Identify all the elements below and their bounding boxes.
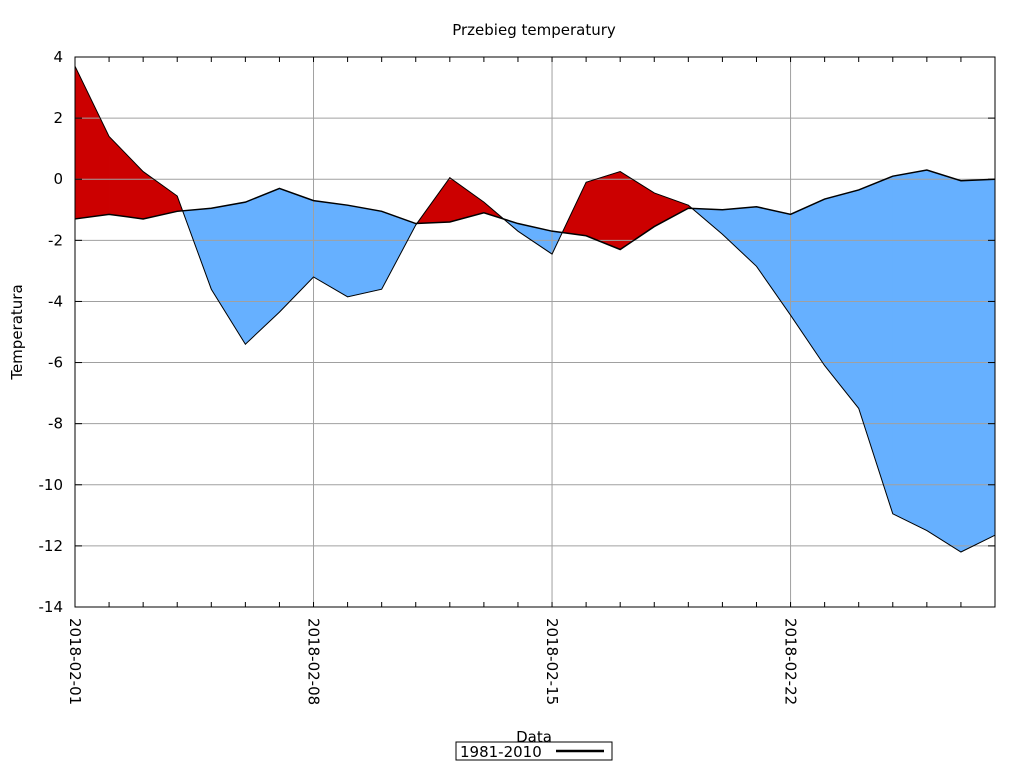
- fill-segment: [824, 189, 860, 410]
- y-tick-label: -6: [48, 354, 63, 372]
- fill-segment: [653, 192, 689, 228]
- line-layer: [74, 65, 996, 553]
- x-tick-label: 2018-02-15: [543, 618, 561, 705]
- fill-segment: [892, 169, 928, 532]
- fill-segment: [926, 169, 962, 553]
- fill-segment: [347, 204, 382, 298]
- y-tick-label: -2: [48, 231, 63, 249]
- fill-segment: [211, 201, 246, 346]
- fill-segment: [313, 200, 348, 298]
- fill-segment: [960, 178, 996, 553]
- y-axis-label: Temperatura: [8, 284, 26, 380]
- y-tick-label: -10: [39, 476, 64, 494]
- series-line-2018: [74, 65, 996, 553]
- fill-segment: [245, 187, 280, 345]
- fill-segment: [449, 177, 485, 223]
- plot-frame: [74, 56, 996, 608]
- y-tick-label: -8: [48, 415, 63, 433]
- x-tick-label: 2018-02-22: [782, 618, 800, 705]
- fill-layer: [74, 66, 996, 553]
- fill-segment: [722, 206, 757, 268]
- series-line-1981-2010: [74, 169, 996, 251]
- x-tick-label: 2018-02-08: [305, 618, 323, 705]
- fill-segment: [381, 210, 417, 290]
- chart-title: Przebieg temperatury: [452, 21, 616, 39]
- y-tick-label: -12: [39, 537, 64, 555]
- fill-segment: [279, 187, 314, 313]
- y-tick-label: 2: [53, 109, 63, 127]
- fill-segment: [858, 175, 894, 514]
- legend: 1981-2010: [455, 741, 613, 761]
- y-tick-label: -4: [48, 292, 63, 310]
- legend-box: [455, 741, 613, 761]
- y-tick-label: 4: [53, 48, 63, 66]
- legend-label: 1981-2010: [460, 743, 542, 761]
- x-tick-label: 2018-02-01: [66, 618, 84, 705]
- fill-segment: [108, 135, 144, 220]
- fill-segment: [756, 206, 791, 317]
- y-tick-label: -14: [39, 598, 64, 616]
- y-tick-label: 0: [53, 170, 63, 188]
- fill-segment: [74, 66, 110, 220]
